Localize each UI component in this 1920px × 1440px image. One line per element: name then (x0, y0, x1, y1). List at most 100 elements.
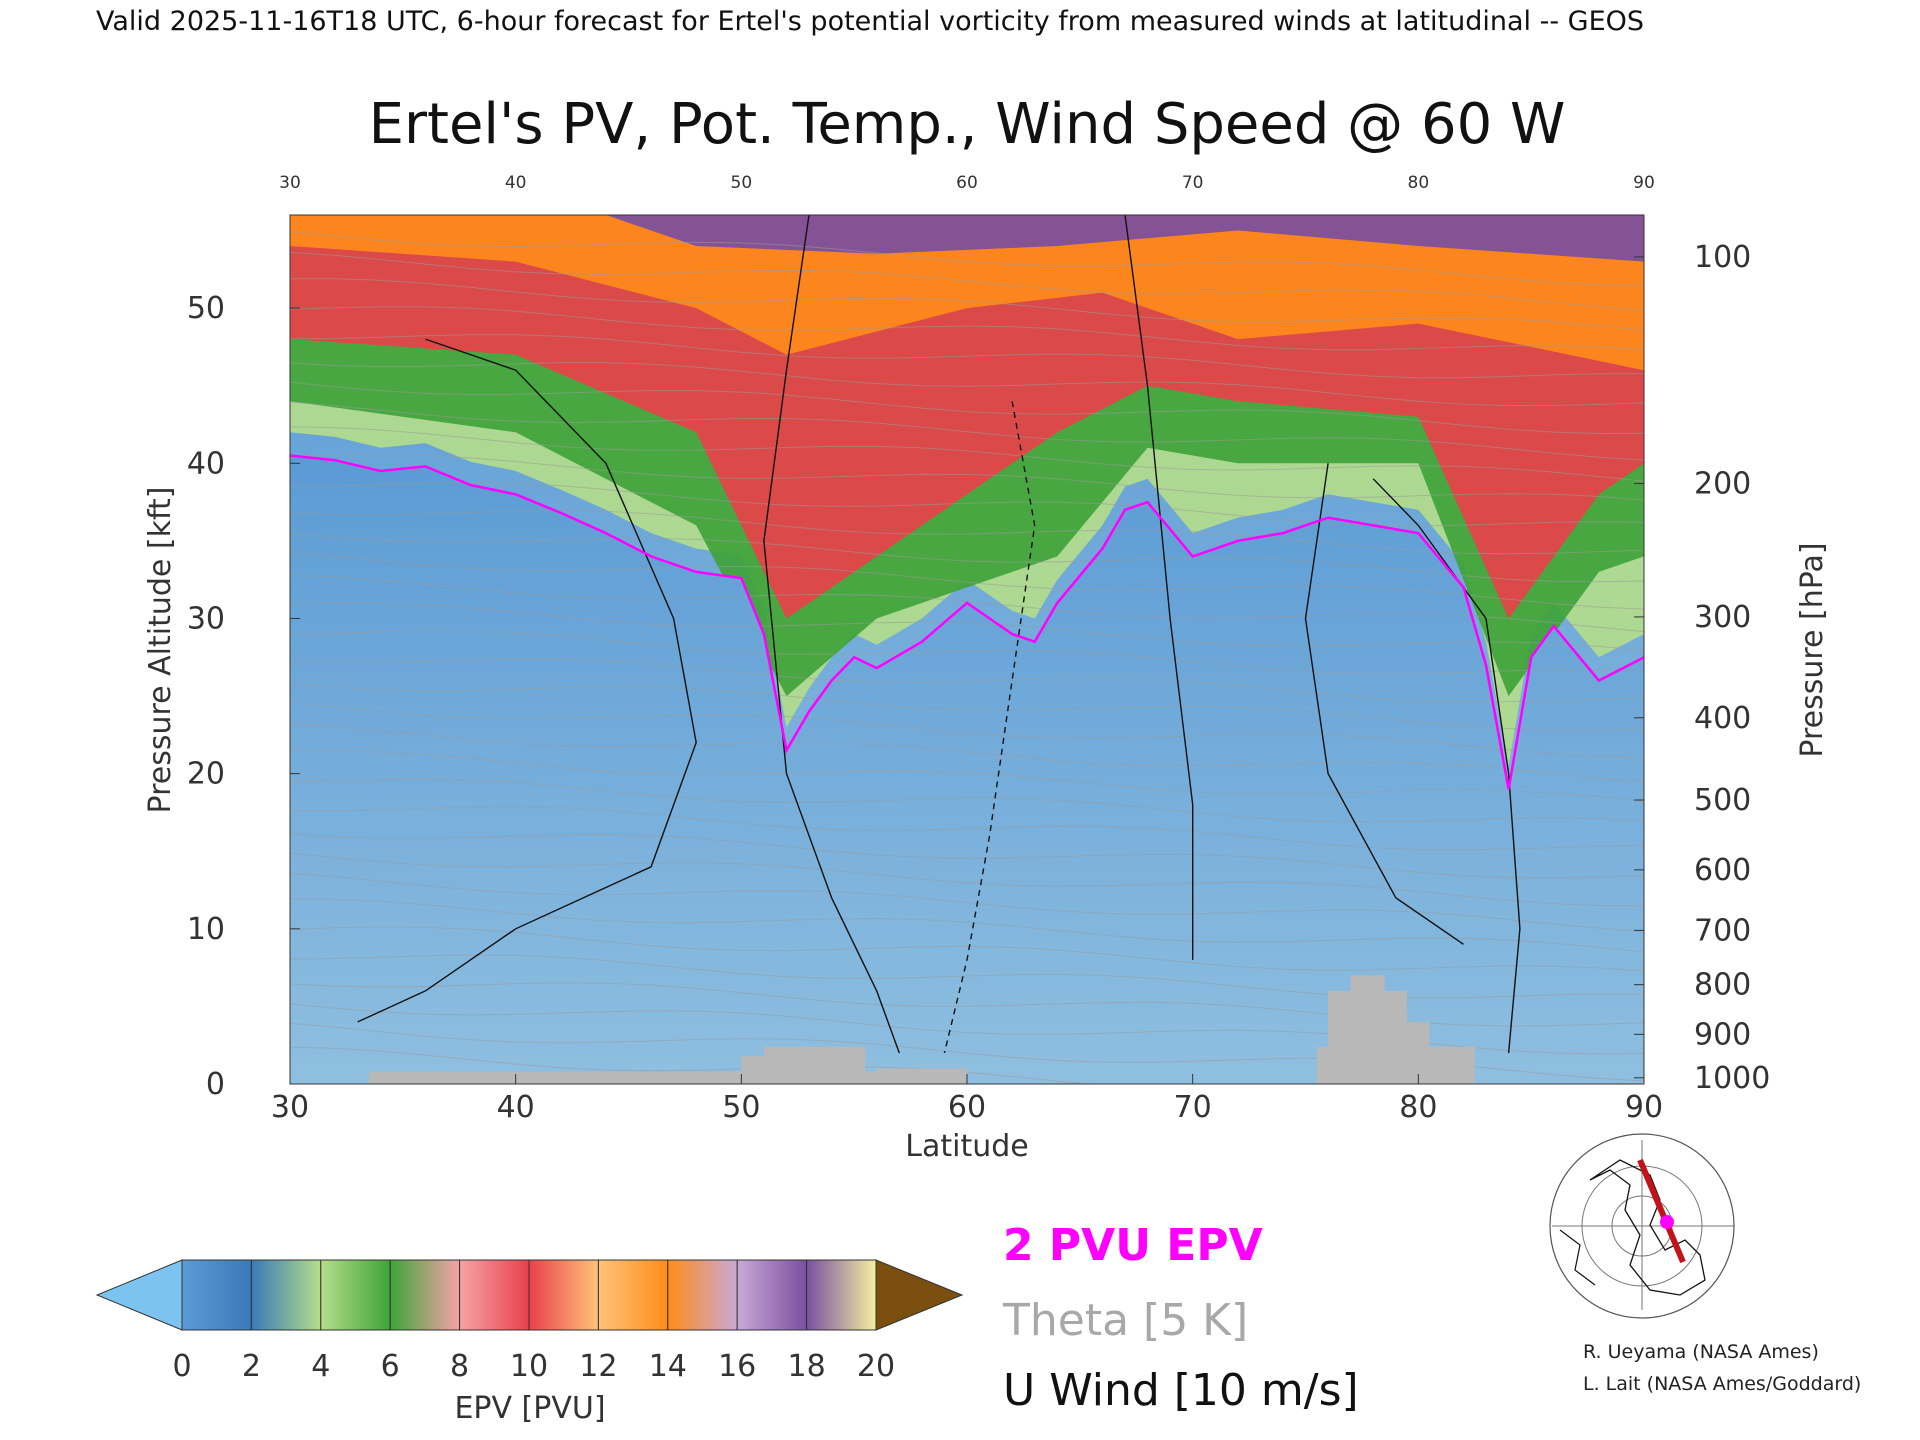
theta-contour (290, 683, 1644, 731)
pressure-tick-label: 300 (1694, 600, 1751, 635)
theta-contour (290, 278, 1644, 331)
theta-contour (290, 362, 1644, 407)
legend-u-wind: U Wind [10 m/s] (1003, 1365, 1359, 1416)
wind-contour (763, 215, 900, 1054)
theta-contour (290, 251, 1644, 311)
y-axis-left: 0 10 20 30 40 50 (187, 291, 300, 1102)
colorbar-segment (736, 1259, 808, 1331)
colorbar-over-arrow (875, 1259, 964, 1331)
y-axis-label-right: Pressure [hPa] (1795, 542, 1830, 757)
x-axis-label: Latitude (905, 1129, 1028, 1164)
colorbar-tick-label: 2 (242, 1349, 261, 1384)
x-top-tick-label: 80 (1408, 173, 1430, 193)
colorbar-tick-label: 6 (381, 1349, 400, 1384)
colorbar-tick-label: 14 (649, 1349, 687, 1384)
theta-contour (290, 898, 1644, 953)
theta-contour (290, 954, 1644, 999)
theta-contour (290, 306, 1644, 351)
colorbar-tick-label: 10 (510, 1349, 548, 1384)
pressure-tick-label: 700 (1694, 913, 1751, 948)
theta-contour (290, 381, 1644, 435)
theta-contour (290, 806, 1644, 851)
x-top-tick-label: 30 (279, 173, 301, 193)
y-tick-label: 40 (187, 446, 225, 481)
x-tick-label: 30 (271, 1090, 309, 1125)
theta-contour (290, 334, 1644, 379)
theta-contour (290, 231, 1644, 287)
x-top-tick-label: 40 (505, 173, 527, 193)
theta-contour (290, 701, 1644, 759)
theta-contour (290, 872, 1644, 933)
credit-line-2: L. Lait (NASA Ames/Goddard) (1583, 1373, 1861, 1395)
x-tick-label: 50 (722, 1090, 760, 1125)
theta-contour (290, 574, 1644, 633)
colorbar-under-arrow (95, 1259, 183, 1331)
colorbar-segment (250, 1259, 322, 1331)
legend-theta: Theta [5 K] (1002, 1295, 1248, 1346)
two-pvu-contour (290, 454, 1644, 790)
x-tick-label: 40 (497, 1090, 535, 1125)
x-top-tick-label: 60 (956, 173, 978, 193)
theta-contour (290, 602, 1644, 651)
theta-contour (290, 926, 1644, 972)
terrain (369, 975, 1475, 1084)
pressure-tick-label: 900 (1694, 1017, 1751, 1052)
pressure-tick-label: 1000 (1694, 1061, 1770, 1096)
colorbar-segment (806, 1259, 877, 1331)
troposphere-fill (290, 455, 1644, 1084)
wind-contour (1372, 478, 1521, 1054)
theta-contour (290, 532, 1644, 583)
chart-title: Ertel's PV, Pot. Temp., Wind Speed @ 60 … (369, 92, 1566, 157)
colorbar-segment (528, 1259, 599, 1331)
y-axis-label-left: Pressure Altitude [kft] (143, 487, 178, 814)
pv-band-orange (290, 215, 1644, 371)
pressure-tick-label: 500 (1694, 783, 1751, 818)
wind-contours (357, 215, 1521, 1054)
colorbar-tick-label: 12 (579, 1349, 617, 1384)
colorbar-tick-label: 20 (857, 1349, 895, 1384)
pv-bands (290, 215, 1644, 1084)
colorbar-label: EPV [PVU] (454, 1391, 605, 1426)
theta-contour (290, 454, 1644, 501)
polar-map-icon (1545, 1133, 1740, 1319)
y-tick-label: 10 (187, 912, 225, 947)
colorbar-tick-label: 16 (718, 1349, 756, 1384)
pv-band-purple (290, 215, 1644, 262)
x-tick-label: 90 (1625, 1090, 1663, 1125)
theta-contour (290, 750, 1644, 802)
colorbar-segment (459, 1259, 530, 1331)
x-tick-label: 80 (1399, 1090, 1437, 1125)
colorbar-tick-label: 4 (311, 1349, 330, 1384)
colorbar-tick-label: 18 (788, 1349, 826, 1384)
colorbar-tick-label: 8 (450, 1349, 469, 1384)
x-tick-label: 60 (948, 1090, 986, 1125)
pressure-tick-label: 200 (1694, 466, 1751, 501)
wind-contour (357, 338, 697, 1023)
plot-area (290, 215, 1644, 1084)
y-tick-label: 50 (187, 291, 225, 326)
y-tick-label: 0 (206, 1067, 225, 1102)
y-tick-label: 30 (187, 601, 225, 636)
x-top-tick-label: 50 (731, 173, 753, 193)
x-tick-label: 70 (1174, 1090, 1212, 1125)
theta-contour (290, 723, 1644, 783)
theta-contour (290, 510, 1644, 555)
pressure-tick-label: 600 (1694, 853, 1751, 888)
colorbar-segment (389, 1259, 461, 1331)
x-top-tick-label: 90 (1633, 173, 1655, 193)
wind-contour (1124, 215, 1194, 960)
y-tick-label: 20 (187, 757, 225, 792)
colorbar-segment (320, 1259, 391, 1331)
theta-contour (290, 658, 1644, 703)
pressure-tick-label: 100 (1694, 240, 1751, 275)
pressure-tick-label: 800 (1694, 968, 1751, 1003)
y-axis-right: 100 200 300 400 500 600 700 800 900 1000 (1634, 240, 1770, 1096)
theta-contour (290, 852, 1644, 907)
credit-line-1: R. Ueyama (NASA Ames) (1583, 1341, 1819, 1363)
x-top-tick-label: 70 (1182, 173, 1204, 193)
colorbar: 0 2 4 6 8 10 12 14 16 18 20 (95, 1259, 964, 1384)
theta-contour (290, 833, 1644, 879)
colorbar-segment (597, 1259, 669, 1331)
x-axis-bottom: 30 40 50 60 70 80 90 (271, 1074, 1663, 1125)
